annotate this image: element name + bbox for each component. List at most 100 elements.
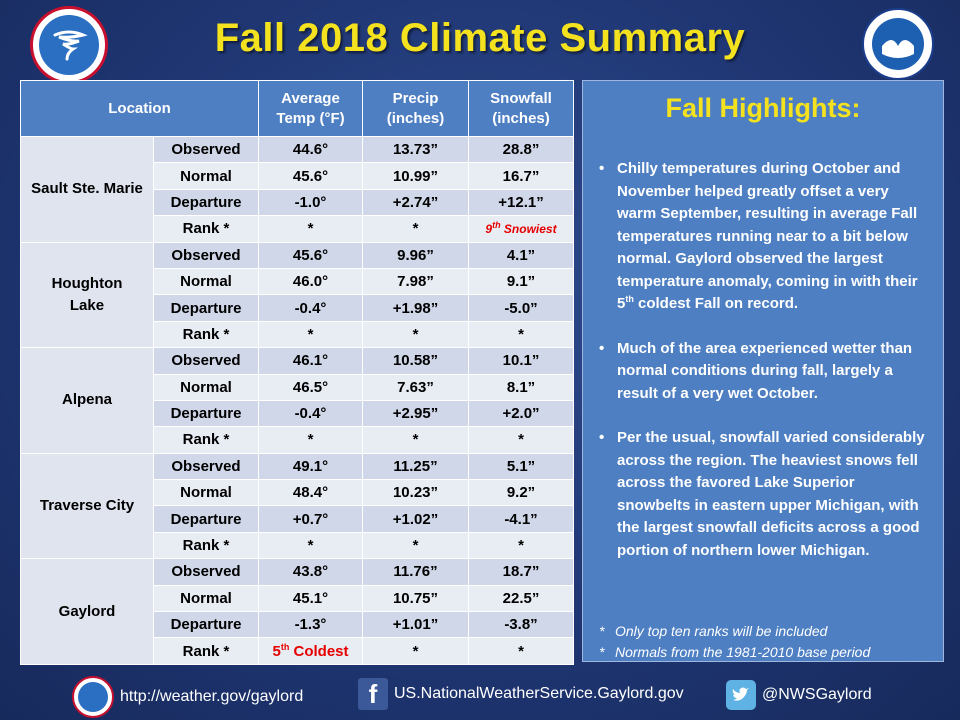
table-row: Rank * * * * xyxy=(21,320,574,349)
cell-snow: 8.1” xyxy=(468,373,574,401)
table-row: Departure -1.3° +1.01” -3.8” xyxy=(21,611,574,639)
cell-precip: * xyxy=(362,426,469,454)
website-link[interactable]: http://weather.gov/gaylord xyxy=(72,676,303,718)
cell-temp: 46.5° xyxy=(258,373,363,401)
cell-snow: * xyxy=(468,320,574,349)
tornado-icon xyxy=(53,30,88,61)
twitter-link[interactable]: @NWSGaylord xyxy=(726,680,872,710)
cell-temp: * xyxy=(258,531,363,560)
row-label: Rank * xyxy=(153,637,259,665)
row-label: Rank * xyxy=(153,426,259,454)
cell-temp: * xyxy=(258,426,363,454)
cell-precip: 7.63” xyxy=(362,373,469,401)
highlights-panel: Fall Highlights: Chilly temperatures dur… xyxy=(582,80,944,663)
table-row: Normal 46.5° 7.63” 8.1” xyxy=(21,373,574,401)
cell-temp: -1.0° xyxy=(258,188,363,217)
table-row: Normal 45.6° 10.99” 16.7” xyxy=(21,162,574,190)
cell-snow: 9.2” xyxy=(468,479,574,507)
cell-temp: 44.6° xyxy=(258,135,363,164)
cell-temp: -0.4° xyxy=(258,399,363,428)
cell-snow: 28.8” xyxy=(468,135,574,164)
facebook-text[interactable]: US.NationalWeatherService.Gaylord.gov xyxy=(394,685,684,702)
highlight-bullet-temperature: Chilly temperatures during October and N… xyxy=(597,158,925,316)
cell-temp: * xyxy=(258,320,363,349)
cell-snow: 18.7” xyxy=(468,558,574,586)
header-snowfall: Snowfall (inches) xyxy=(468,80,574,137)
cell-temp: 43.8° xyxy=(258,558,363,586)
cell-precip: +2.74” xyxy=(362,188,469,217)
cell-temp: 5th Coldest xyxy=(258,637,363,665)
table-row: Normal 46.0° 7.98” 9.1” xyxy=(21,267,574,296)
noaa-logo-icon xyxy=(862,8,934,80)
bird-icon xyxy=(732,687,749,701)
row-label: Normal xyxy=(153,267,259,296)
station-name: Traverse City xyxy=(20,452,154,560)
cell-snow: 22.5” xyxy=(468,584,574,613)
facebook-link[interactable]: f US.NationalWeatherService.Gaylord.gov xyxy=(358,678,684,710)
row-label: Departure xyxy=(153,611,259,639)
highlight-bullet-snowfall: Per the usual, snowfall varied considera… xyxy=(597,427,925,562)
row-label: Observed xyxy=(153,347,259,375)
climate-table: Location Average Temp (°F) Precip (inches)… xyxy=(20,80,574,665)
row-label: Observed xyxy=(153,452,259,481)
station-name: Alpena xyxy=(20,347,154,454)
cell-precip: * xyxy=(362,215,469,243)
cell-temp: 45.6° xyxy=(258,162,363,190)
cell-precip: 10.23” xyxy=(362,479,469,507)
cell-snow: 10.1” xyxy=(468,347,574,375)
cell-temp: -0.4° xyxy=(258,294,363,322)
row-label: Observed xyxy=(153,135,259,164)
table-row: Houghton Lake Observed 45.6° 9.96” 4.1” xyxy=(20,241,574,349)
row-label: Normal xyxy=(153,373,259,401)
cell-precip: 10.99” xyxy=(362,162,469,190)
table-row: Rank * * * * xyxy=(21,531,574,560)
cell-precip: 11.25” xyxy=(362,452,469,481)
highlight-bullet-precip: Much of the area experienced wetter than… xyxy=(597,338,925,406)
table-row: Sault Ste. Marie Observed 44.6° 13.73” 28.8” xyxy=(20,135,574,243)
row-label: Normal xyxy=(153,479,259,507)
cell-precip: * xyxy=(362,531,469,560)
facebook-icon: f xyxy=(358,678,388,710)
row-label: Rank * xyxy=(153,531,259,560)
table-row: Rank * * * * xyxy=(21,426,574,454)
footer: http://weather.gov/gaylord f US.National… xyxy=(0,672,960,720)
row-label: Departure xyxy=(153,505,259,533)
twitter-text[interactable]: @NWSGaylord xyxy=(762,686,872,703)
nws-logo-icon xyxy=(30,6,108,84)
cell-snow: * xyxy=(468,426,574,454)
row-label: Rank * xyxy=(153,320,259,349)
header-location: Location xyxy=(20,80,259,137)
row-label: Departure xyxy=(153,294,259,322)
cell-temp: * xyxy=(258,215,363,243)
twitter-icon xyxy=(726,680,756,710)
row-label: Normal xyxy=(153,162,259,190)
cell-snow: 9.1” xyxy=(468,267,574,296)
footnote-ranks: Only top ten ranks will be included xyxy=(597,621,870,642)
cell-precip: +1.98” xyxy=(362,294,469,322)
cell-precip: 13.73” xyxy=(362,135,469,164)
cell-temp: 46.0° xyxy=(258,267,363,296)
station-name: Houghton Lake xyxy=(20,241,154,349)
station-name: Sault Ste. Marie xyxy=(20,136,154,243)
cell-temp: +0.7° xyxy=(258,505,363,533)
seagull-icon xyxy=(882,40,914,58)
footnotes: Only top ten ranks will be included Norm… xyxy=(597,621,870,663)
table-row: Departure -0.4° +2.95” +2.0” xyxy=(21,399,574,428)
table-row: Rank * 5th Coldest * * xyxy=(21,637,574,665)
cell-precip: 11.76” xyxy=(362,558,469,586)
table-row: Normal 48.4° 10.23” 9.2” xyxy=(21,479,574,507)
highlights-title: Fall Highlights: xyxy=(665,93,861,123)
station-name: Gaylord xyxy=(20,558,154,665)
cell-precip: +1.02” xyxy=(362,505,469,533)
row-label: Rank * xyxy=(153,215,259,243)
table-row: Departure -1.0° +2.74” +12.1” xyxy=(21,188,574,217)
website-text[interactable]: http://weather.gov/gaylord xyxy=(120,688,304,705)
cell-temp: -1.3° xyxy=(258,611,363,639)
cell-snow: 5.1” xyxy=(468,452,574,481)
cell-snow: 4.1” xyxy=(468,241,574,269)
cell-precip: 10.58” xyxy=(362,347,469,375)
header-precip: Precip (inches) xyxy=(362,80,469,137)
cell-snow: * xyxy=(468,637,574,665)
cell-precip: 9.96” xyxy=(362,241,469,269)
cell-temp: 49.1° xyxy=(258,452,363,481)
